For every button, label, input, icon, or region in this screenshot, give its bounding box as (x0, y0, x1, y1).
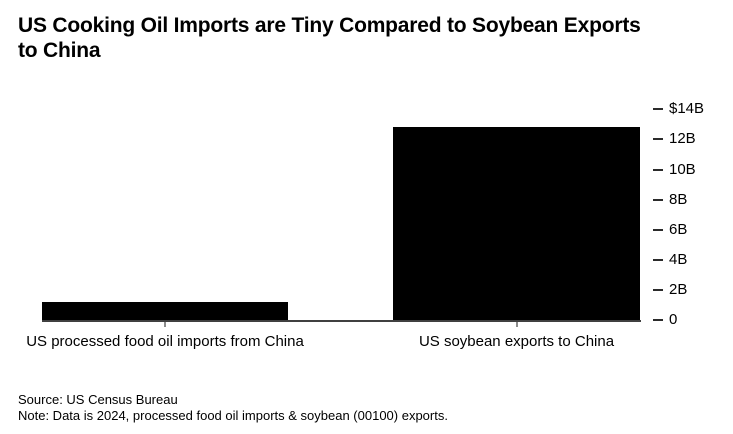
y-tick-label: $14B (669, 100, 705, 118)
x-axis-line (42, 320, 641, 322)
bar-1 (393, 127, 640, 320)
y-tick-mark (653, 198, 663, 201)
source-text: Source: US Census Bureau (18, 392, 178, 407)
y-tick-label: 8B (669, 190, 688, 208)
y-tick-mark (653, 168, 663, 171)
y-tick-label: 4B (669, 250, 688, 268)
y-tick-mark (653, 108, 663, 111)
footer: Source: US Census Bureau Note: Data is 2… (18, 392, 448, 424)
y-tick-mark (653, 319, 663, 321)
category-label-1: US soybean exports to China (418, 333, 615, 350)
bar-0 (42, 301, 288, 320)
y-tick-label: 6B (669, 220, 688, 238)
chart-title-line-2: to China (18, 39, 101, 62)
category-label-0: US processed food oil imports from China (26, 333, 304, 350)
chart-title: US Cooking Oil Imports are Tiny Compared… (18, 13, 724, 63)
y-tick-label: 12B (669, 130, 696, 148)
y-tick-label: 10B (669, 160, 696, 178)
y-tick-mark (653, 258, 663, 261)
note-text: Note: Data is 2024, processed food oil i… (18, 408, 448, 423)
y-tick-label: 2B (669, 280, 688, 298)
y-tick-mark (653, 138, 663, 141)
y-tick-label: 0 (669, 311, 678, 328)
y-tick-mark (653, 228, 663, 231)
chart-title-line-1: US Cooking Oil Imports are Tiny Compared… (18, 14, 641, 37)
category-tick-mark (515, 322, 518, 327)
y-tick-mark (653, 288, 663, 291)
category-tick-mark (164, 322, 166, 327)
